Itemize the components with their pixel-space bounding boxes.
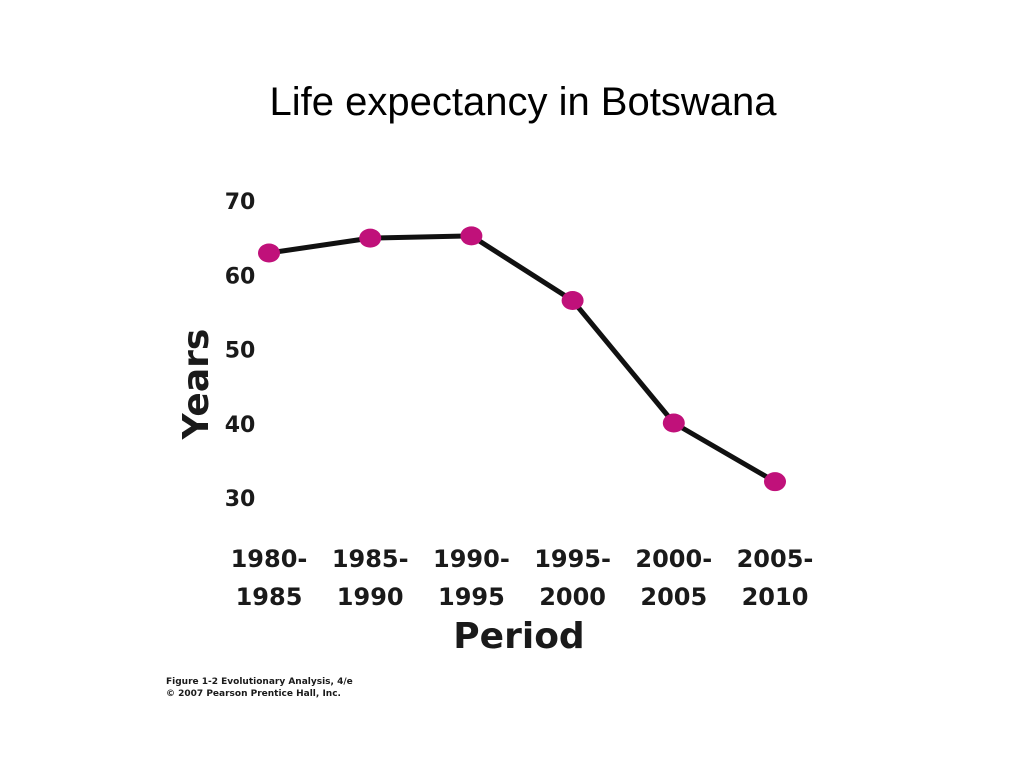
data-point-marker (460, 226, 483, 246)
x-tick-label: 1980-1985 (231, 545, 308, 611)
data-point-marker (764, 472, 786, 492)
figure-caption-line-2: © 2007 Pearson Prentice Hall, Inc. (166, 689, 341, 699)
y-tick-label: 70 (225, 190, 256, 215)
x-tick-label: 1995-2000 (534, 545, 611, 611)
x-tick-label: 2000-2005 (635, 545, 712, 611)
y-tick-label: 40 (225, 413, 256, 438)
data-point-marker (359, 228, 382, 248)
x-tick-label: 2005-2010 (737, 545, 814, 611)
figure-caption-line-1: Figure 1-2 Evolutionary Analysis, 4/e (166, 677, 353, 687)
x-axis-label: Period (453, 616, 584, 657)
x-tick-label: 1985-1990 (332, 545, 409, 611)
y-tick-label: 60 (225, 264, 256, 289)
y-tick-label: 30 (225, 487, 256, 512)
slide-title: Life expectancy in Botswana (269, 80, 777, 124)
y-axis-label: Years (176, 329, 217, 441)
series-line (268, 233, 777, 484)
x-axis-ticks: 1980-1985 1985-1990 1990-1995 1995-2000 2000… (231, 545, 814, 611)
data-point-marker (561, 290, 584, 310)
data-point-marker (258, 243, 280, 263)
y-tick-label: 50 (225, 339, 256, 364)
series-polyline (268, 233, 777, 484)
data-point-marker (662, 413, 685, 433)
x-tick-label: 1990-1995 (433, 545, 510, 611)
data-points (258, 226, 786, 492)
y-axis-ticks: 70 60 50 40 30 (225, 190, 256, 512)
